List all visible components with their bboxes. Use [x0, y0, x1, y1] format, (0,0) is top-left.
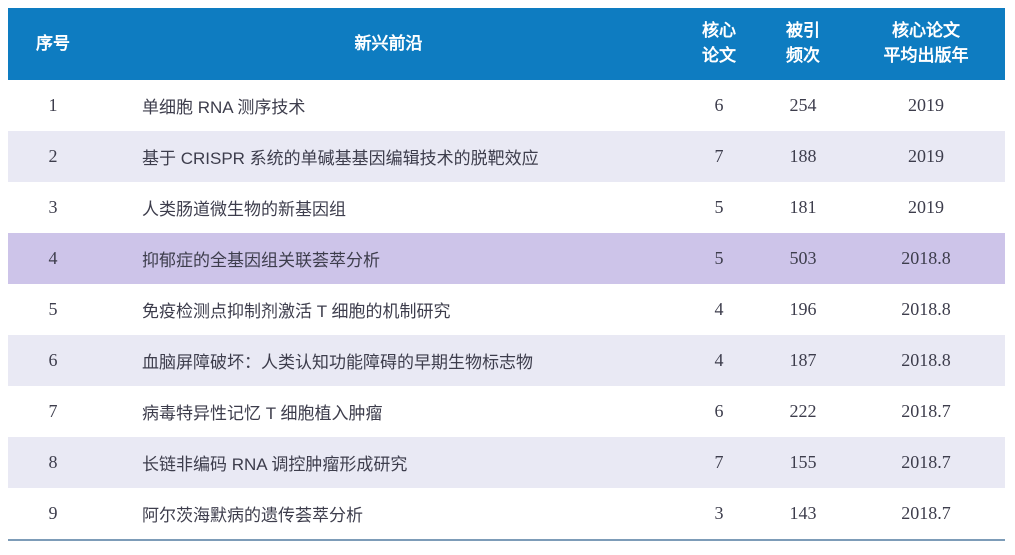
header-index: 序号	[36, 33, 70, 53]
cell-topic: 抑郁症的全基因组关联荟萃分析	[142, 251, 380, 270]
cell-index: 3	[48, 197, 58, 217]
cell-core-papers: 6	[714, 401, 724, 421]
cell-avg-year: 2018.8	[901, 350, 951, 370]
cell-avg-year: 2019	[908, 197, 944, 217]
cell-topic: 基于 CRISPR 系统的单碱基基因编辑技术的脱靶效应	[142, 149, 539, 168]
research-fronts-table: 序号 新兴前沿 核心 论文 被引 频次 核心论文 平均出版年 1 单细胞 RNA…	[8, 8, 1005, 541]
table-row: 4 抑郁症的全基因组关联荟萃分析 5 503 2018.8	[8, 233, 1005, 284]
cell-core-papers: 6	[714, 95, 724, 115]
header-avg-year: 核心论文 平均出版年	[883, 21, 969, 65]
cell-citations: 143	[789, 503, 817, 523]
cell-index: 8	[48, 452, 58, 472]
table-row: 9 阿尔茨海默病的遗传荟萃分析 3 143 2018.7	[8, 488, 1005, 539]
table-row: 2 基于 CRISPR 系统的单碱基基因编辑技术的脱靶效应 7 188 2019	[8, 131, 1005, 182]
cell-index: 6	[48, 350, 58, 370]
table-row: 5 免疫检测点抑制剂激活 T 细胞的机制研究 4 196 2018.8	[8, 284, 1005, 335]
cell-topic: 免疫检测点抑制剂激活 T 细胞的机制研究	[142, 302, 451, 321]
cell-core-papers: 3	[714, 503, 724, 523]
table-row: 6 血脑屏障破坏：人类认知功能障碍的早期生物标志物 4 187 2018.8	[8, 335, 1005, 386]
cell-topic: 单细胞 RNA 测序技术	[142, 98, 306, 117]
cell-index: 9	[48, 503, 58, 523]
cell-citations: 254	[789, 95, 817, 115]
table-row: 1 单细胞 RNA 测序技术 6 254 2019	[8, 80, 1005, 131]
cell-avg-year: 2018.7	[901, 401, 951, 421]
table-row: 7 病毒特异性记忆 T 细胞植入肿瘤 6 222 2018.7	[8, 386, 1005, 437]
cell-avg-year: 2018.7	[901, 452, 951, 472]
table-row: 8 长链非编码 RNA 调控肿瘤形成研究 7 155 2018.7	[8, 437, 1005, 488]
cell-citations: 503	[789, 248, 817, 268]
cell-index: 1	[48, 95, 58, 115]
cell-topic: 人类肠道微生物的新基因组	[142, 200, 346, 219]
cell-avg-year: 2019	[908, 95, 944, 115]
cell-core-papers: 4	[714, 350, 724, 370]
cell-topic: 阿尔茨海默病的遗传荟萃分析	[142, 506, 363, 525]
header-citations: 被引 频次	[786, 21, 820, 65]
cell-index: 7	[48, 401, 58, 421]
header-core-papers: 核心 论文	[702, 21, 736, 65]
cell-index: 5	[48, 299, 58, 319]
cell-citations: 188	[789, 146, 817, 166]
cell-index: 2	[48, 146, 58, 166]
cell-avg-year: 2018.8	[901, 299, 951, 319]
header-topic: 新兴前沿	[354, 33, 423, 53]
cell-citations: 196	[789, 299, 817, 319]
cell-avg-year: 2019	[908, 146, 944, 166]
cell-topic: 血脑屏障破坏：人类认知功能障碍的早期生物标志物	[142, 353, 533, 372]
cell-core-papers: 5	[714, 197, 724, 217]
cell-avg-year: 2018.8	[901, 248, 951, 268]
cell-core-papers: 5	[714, 248, 724, 268]
cell-index: 4	[48, 248, 58, 268]
cell-core-papers: 4	[714, 299, 724, 319]
cell-topic: 病毒特异性记忆 T 细胞植入肿瘤	[142, 404, 383, 423]
table-row: 3 人类肠道微生物的新基因组 5 181 2019	[8, 182, 1005, 233]
cell-core-papers: 7	[714, 146, 724, 166]
table-body: 1 单细胞 RNA 测序技术 6 254 2019 2 基于 CRISPR 系统…	[8, 80, 1005, 539]
cell-core-papers: 7	[714, 452, 724, 472]
table-header-row: 序号 新兴前沿 核心 论文 被引 频次 核心论文 平均出版年	[8, 8, 1005, 80]
cell-citations: 181	[789, 197, 817, 217]
cell-citations: 187	[789, 350, 817, 370]
cell-topic: 长链非编码 RNA 调控肿瘤形成研究	[142, 455, 408, 474]
cell-avg-year: 2018.7	[901, 503, 951, 523]
cell-citations: 222	[789, 401, 817, 421]
cell-citations: 155	[789, 452, 817, 472]
